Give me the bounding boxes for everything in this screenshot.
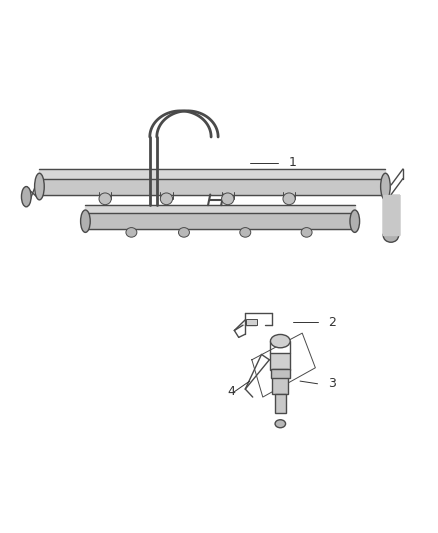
Ellipse shape <box>178 228 189 237</box>
Bar <box>275 394 286 413</box>
Ellipse shape <box>240 228 251 237</box>
Bar <box>271 353 290 370</box>
Ellipse shape <box>222 193 234 205</box>
Ellipse shape <box>301 228 312 237</box>
Text: 2: 2 <box>328 316 336 329</box>
Ellipse shape <box>81 210 90 232</box>
Ellipse shape <box>126 228 137 237</box>
Ellipse shape <box>160 193 173 205</box>
Ellipse shape <box>381 173 390 200</box>
Ellipse shape <box>275 420 286 427</box>
Bar <box>246 319 257 325</box>
Ellipse shape <box>383 229 399 242</box>
Ellipse shape <box>21 187 31 207</box>
Text: 3: 3 <box>328 377 336 390</box>
Text: 4: 4 <box>228 385 236 398</box>
Ellipse shape <box>350 210 360 232</box>
Ellipse shape <box>99 193 111 205</box>
Bar <box>272 369 288 394</box>
Ellipse shape <box>270 335 290 348</box>
Bar <box>271 369 290 378</box>
Text: 1: 1 <box>289 156 297 169</box>
Ellipse shape <box>35 173 44 200</box>
Ellipse shape <box>283 193 295 205</box>
